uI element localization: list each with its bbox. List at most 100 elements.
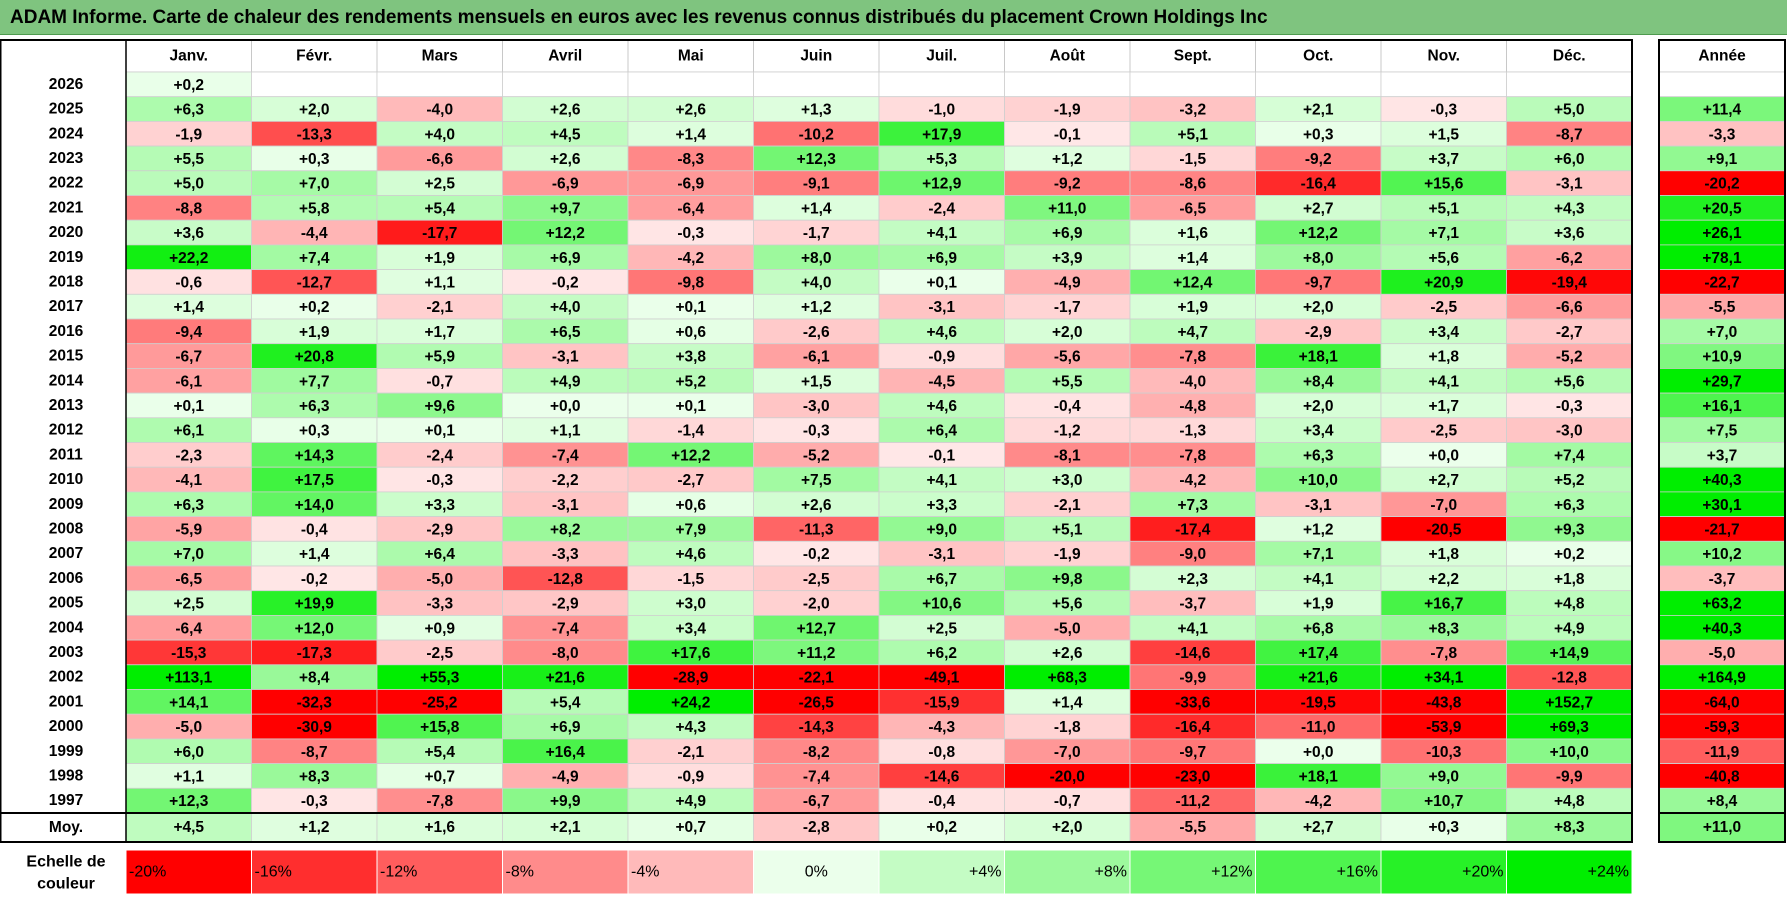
heatmap-cell-value: +5,1	[1428, 200, 1459, 217]
average-cell	[878, 812, 1005, 843]
heatmap-cell-value: +12,0	[295, 620, 334, 637]
heatmap-cell-value: +4,6	[926, 324, 957, 341]
heatmap-cell-value: +6,9	[550, 250, 581, 267]
heatmap-cell-value: -0,3	[301, 793, 328, 810]
heatmap-cell-value: +1,9	[1303, 596, 1334, 613]
heatmap-cell	[502, 565, 629, 592]
heatmap-cell-value: -7,8	[1179, 447, 1206, 464]
heatmap-cell	[251, 787, 378, 814]
heatmap-cell-value: -0,2	[301, 571, 328, 588]
heatmap-cell	[753, 615, 880, 641]
heatmap-cell-value: -8,6	[1179, 176, 1206, 193]
year-label: 2011	[49, 446, 83, 463]
heatmap-cell-value: +9,3	[1554, 521, 1585, 538]
heatmap-cell	[753, 466, 880, 493]
annual-cell	[1658, 590, 1786, 616]
heatmap-cell-value: -1,9	[1054, 546, 1081, 563]
heatmap-cell-value: -1,2	[1054, 423, 1081, 440]
heatmap-cell	[878, 121, 1005, 147]
year-label: 2012	[49, 422, 83, 439]
heatmap-cell-value: +3,4	[1428, 324, 1459, 341]
heatmap-cell	[1004, 145, 1131, 172]
heatmap-cell	[125, 639, 252, 666]
heatmap-cell	[878, 615, 1005, 641]
heatmap-cell-value: -4,8	[1179, 398, 1206, 415]
heatmap-cell	[1255, 145, 1382, 172]
heatmap-cell	[1506, 318, 1633, 345]
heatmap-cell	[251, 590, 378, 616]
heatmap-cell	[627, 516, 754, 542]
heatmap-cell-value: +4,8	[1554, 596, 1585, 613]
heatmap-cell-value: +1,1	[424, 274, 455, 291]
heatmap-cell	[878, 269, 1005, 295]
heatmap-cell	[376, 219, 503, 246]
heatmap-cell-value: -14,6	[1175, 645, 1211, 662]
average-cell-value: +2,7	[1303, 819, 1334, 836]
annual-cell-value: +10,2	[1702, 546, 1741, 563]
heatmap-cell	[878, 293, 1005, 320]
heatmap-cell	[878, 491, 1005, 517]
heatmap-cell	[125, 219, 252, 246]
average-cell-value: +1,2	[299, 819, 330, 836]
heatmap-cell-value: +8,0	[801, 250, 832, 267]
scale-swatch	[878, 849, 1005, 895]
heatmap-cell-value: -4,2	[1305, 793, 1332, 810]
heatmap-cell	[1129, 269, 1256, 295]
year-label: 2005	[49, 595, 84, 612]
heatmap-cell-value: +2,6	[550, 102, 581, 119]
heatmap-cell-value: +4,9	[550, 373, 581, 390]
scale-swatch-label: +4%	[969, 864, 1001, 881]
heatmap-cell-value: +4,0	[550, 299, 581, 316]
heatmap-cell-value: +14,9	[1550, 645, 1590, 662]
heatmap-cell-value: -10,3	[1426, 744, 1462, 761]
heatmap-cell-value: -3,1	[1556, 176, 1583, 193]
heatmap-cell-value: +5,2	[1554, 472, 1585, 489]
heatmap-cell	[1380, 367, 1507, 394]
scale-swatch-label: -4%	[631, 864, 659, 881]
heatmap-cell	[1255, 71, 1382, 98]
heatmap-cell	[376, 145, 503, 172]
heatmap-cell-value: +0,9	[424, 620, 455, 637]
heatmap-cell	[753, 689, 880, 715]
year-label: 2008	[49, 520, 84, 537]
heatmap-cell-value: +12,2	[1299, 225, 1338, 242]
average-cell-value: +0,2	[926, 819, 957, 836]
heatmap-cell-value: -53,9	[1426, 719, 1462, 736]
report-title: ADAM Informe. Carte de chaleur des rende…	[10, 7, 1268, 28]
heatmap-cell-value: +3,4	[1303, 423, 1334, 440]
heatmap-cell	[1255, 269, 1382, 295]
heatmap-cell-value: +18,1	[1299, 349, 1339, 366]
heatmap-cell	[1506, 293, 1633, 320]
year-label: 1999	[49, 743, 84, 760]
heatmap-cell-value: +15,8	[420, 719, 460, 736]
heatmap-cell-value: +6,9	[550, 719, 581, 736]
heatmap-cell-value: -4,0	[426, 102, 453, 119]
heatmap-cell-value: +69,3	[1550, 719, 1590, 736]
year-label: 1998	[49, 767, 84, 784]
heatmap-cell-value: -1,3	[1179, 423, 1206, 440]
heatmap-cell-value: -6,4	[677, 200, 704, 217]
heatmap-cell-value: -1,9	[1054, 102, 1081, 119]
heatmap-cell-value: -1,8	[1054, 719, 1081, 736]
heatmap-cell-value: +2,5	[926, 620, 957, 637]
heatmap-cell-value: -3,1	[1305, 497, 1332, 514]
heatmap-cell-value: -3,0	[1556, 423, 1583, 440]
month-header-label: Mars	[422, 48, 458, 65]
heatmap-cell	[1004, 516, 1131, 542]
year-label: 2016	[49, 323, 84, 340]
heatmap-cell-value: -2,9	[426, 521, 453, 538]
scale-swatch-label: -16%	[255, 864, 292, 881]
heatmap-cell	[878, 244, 1005, 270]
heatmap-cell-value: +3,4	[675, 620, 706, 637]
scale-swatch-label: +20%	[1462, 864, 1503, 881]
heatmap-cell	[1255, 293, 1382, 320]
heatmap-cell-value: -8,2	[803, 744, 830, 761]
heatmap-cell	[1004, 71, 1131, 98]
heatmap-cell-value: +8,3	[299, 768, 330, 785]
annual-cell-value: +40,3	[1702, 620, 1742, 637]
heatmap-cell	[251, 639, 378, 666]
heatmap-cell	[1004, 738, 1131, 765]
average-annual-value: +11,0	[1703, 819, 1741, 836]
heatmap-cell-value: +20,9	[1424, 274, 1464, 291]
heatmap-cell	[376, 293, 503, 320]
